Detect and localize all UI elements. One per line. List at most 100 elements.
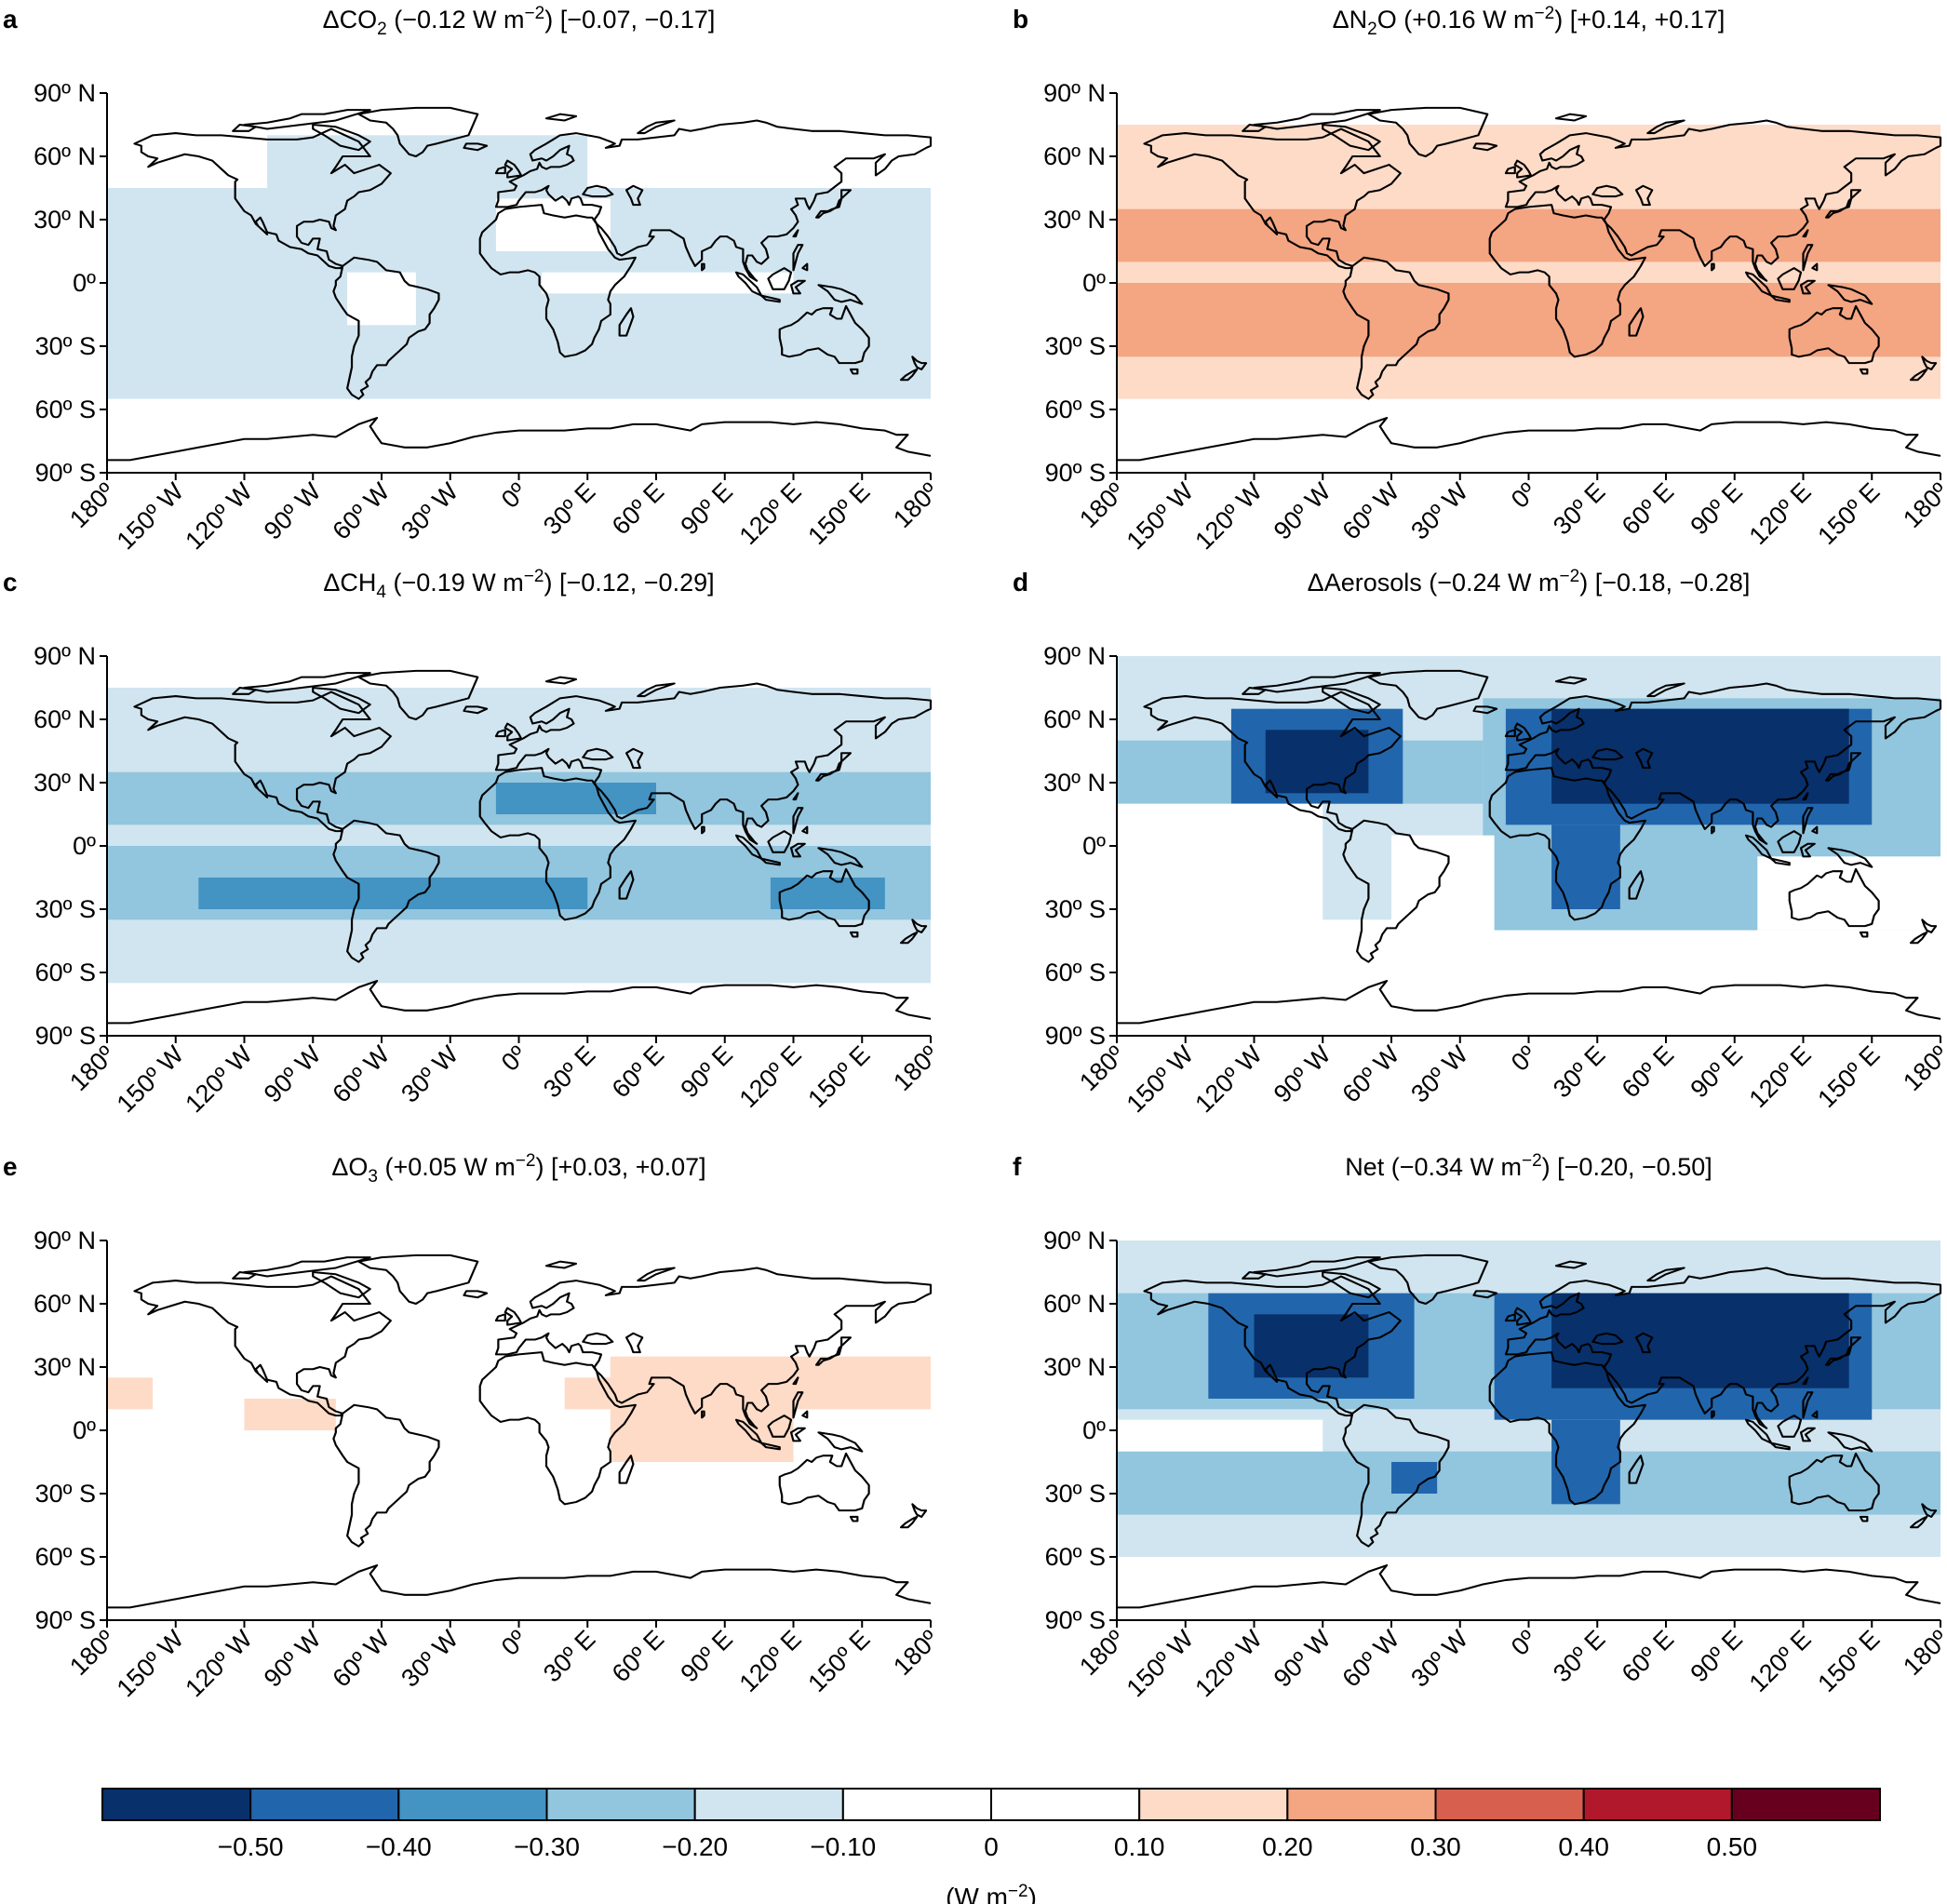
colorbar-tick-label-5: 0 <box>984 1832 999 1861</box>
x-tick-label-d-10: 120º E <box>1744 1040 1817 1113</box>
panel-letter-d: d <box>1013 568 1028 597</box>
x-tick-label-f-12: 180º <box>1898 1625 1947 1681</box>
y-tick-label-b-3: 0º <box>1082 269 1106 297</box>
y-tick-label-a-1: 60º N <box>34 142 96 170</box>
x-tick-label-a-11: 150º E <box>802 477 875 550</box>
colorbar-tick-label-8: 0.30 <box>1410 1832 1461 1861</box>
x-tick-label-f-3: 90º W <box>1269 1625 1336 1693</box>
y-tick-label-f-1: 60º N <box>1043 1290 1106 1318</box>
x-tick-label-a-7: 30º E <box>538 477 600 540</box>
panel-letter-a: a <box>3 5 18 34</box>
colorbar-tick-label-1: −0.40 <box>366 1832 432 1861</box>
y-tick-label-f-3: 0º <box>1082 1416 1106 1444</box>
colorbar-bin-7 <box>1138 1788 1289 1821</box>
x-tick-label-b-4: 60º W <box>1336 477 1404 545</box>
y-tick-label-f-2: 30º N <box>1043 1353 1106 1381</box>
y-tick-label-a-0: 90º N <box>34 79 96 107</box>
x-tick-label-e-3: 90º W <box>259 1625 327 1693</box>
y-tick-label-f-5: 60º S <box>1045 1543 1106 1571</box>
panel-f: 90º N 60º N 30º N 0º 30º S 60º S 90º S 180º 150º… <box>1013 1151 1947 1702</box>
y-tick-label-e-0: 90º N <box>34 1227 96 1254</box>
y-tick-label-a-2: 30º N <box>34 206 96 234</box>
colorbar-tick-label-2: −0.30 <box>514 1832 580 1861</box>
field-d <box>1117 656 1940 984</box>
y-tick-label-c-6: 90º S <box>35 1022 96 1050</box>
colorbar-bin-6 <box>990 1788 1141 1821</box>
x-tick-label-a-4: 60º W <box>327 477 395 545</box>
x-tick-label-f-8: 60º E <box>1617 1625 1679 1687</box>
y-tick-label-d-2: 30º N <box>1043 769 1106 797</box>
y-tick-label-c-3: 0º <box>73 832 96 860</box>
x-tick-label-f-4: 60º W <box>1336 1625 1404 1693</box>
x-tick-label-d-11: 150º E <box>1812 1040 1885 1113</box>
x-tick-label-c-5: 30º W <box>396 1040 463 1108</box>
y-tick-label-d-3: 0º <box>1082 832 1106 860</box>
x-tick-label-f-1: 150º W <box>1121 1625 1200 1703</box>
x-tick-label-c-12: 180º <box>888 1040 944 1096</box>
colorbar-bin-1 <box>249 1788 400 1821</box>
x-tick-label-d-7: 30º E <box>1548 1040 1610 1103</box>
x-tick-label-d-4: 60º W <box>1336 1040 1404 1108</box>
x-tick-label-a-3: 90º W <box>259 477 327 545</box>
x-tick-label-c-6: 0º <box>496 1040 532 1077</box>
panel-d: 90º N 60º N 30º N 0º 30º S 60º S 90º S 180º 150º… <box>1013 567 1947 1118</box>
x-tick-label-e-1: 150º W <box>112 1625 190 1703</box>
y-tick-label-a-5: 60º S <box>35 396 96 423</box>
x-tick-label-b-9: 90º E <box>1685 477 1748 540</box>
x-tick-label-f-9: 90º E <box>1685 1625 1748 1687</box>
colorbar-bin-11 <box>1730 1788 1882 1821</box>
x-tick-label-f-6: 0º <box>1506 1625 1542 1661</box>
colorbar-bin-9 <box>1434 1788 1585 1821</box>
y-tick-label-e-6: 90º S <box>35 1606 96 1634</box>
panel-b: 90º N 60º N 30º N 0º 30º S 60º S 90º S 180º 150º… <box>1013 4 1947 555</box>
colorbar-tick-label-3: −0.20 <box>662 1832 728 1861</box>
colorbar-tick-label-9: 0.40 <box>1558 1832 1609 1861</box>
colorbar-tick-label-0: −0.50 <box>218 1832 284 1861</box>
x-tick-label-c-3: 90º W <box>259 1040 327 1108</box>
field-gap-a-2 <box>542 272 794 294</box>
y-tick-label-e-3: 0º <box>73 1416 96 1444</box>
colorbar: −0.50 −0.40 −0.30 −0.20 −0.10 0 0.10 0.20 0.30 0.… <box>101 1788 1882 1904</box>
x-tick-label-d-2: 120º W <box>1189 1040 1268 1119</box>
y-tick-label-d-4: 30º S <box>1045 895 1106 923</box>
y-tick-label-a-3: 0º <box>73 269 96 297</box>
x-tick-label-b-2: 120º W <box>1189 477 1268 556</box>
panel-letter-e: e <box>3 1152 18 1181</box>
y-tick-label-b-0: 90º N <box>1043 79 1106 107</box>
x-tick-label-d-8: 60º E <box>1617 1040 1679 1103</box>
field-band-b-1 <box>1117 208 1940 262</box>
y-tick-label-b-5: 60º S <box>1045 396 1106 423</box>
x-tick-label-b-6: 0º <box>1506 477 1542 514</box>
x-tick-label-e-10: 120º E <box>734 1625 807 1697</box>
y-tick-label-c-0: 90º N <box>34 642 96 670</box>
colorbar-unit-label: (W m−2) <box>946 1882 1037 1904</box>
panel-title-e: ΔO3 (+0.05 W m−2) [+0.03, +0.07] <box>331 1151 705 1187</box>
x-tick-label-f-2: 120º W <box>1189 1625 1268 1703</box>
y-tick-label-e-2: 30º N <box>34 1353 96 1381</box>
x-tick-label-d-6: 0º <box>1506 1040 1542 1077</box>
x-tick-label-b-1: 150º W <box>1121 477 1200 556</box>
field-f <box>1117 1240 1940 1557</box>
x-tick-label-b-3: 90º W <box>1269 477 1336 545</box>
x-tick-label-f-5: 30º W <box>1405 1625 1473 1693</box>
x-tick-label-c-7: 30º E <box>538 1040 600 1103</box>
y-tick-label-b-2: 30º N <box>1043 206 1106 234</box>
y-tick-label-c-4: 30º S <box>35 895 96 923</box>
field-gap-f-0 <box>1117 1419 1323 1452</box>
y-tick-label-d-5: 60º S <box>1045 959 1106 986</box>
panel-letter-f: f <box>1013 1152 1022 1181</box>
y-tick-label-c-2: 30º N <box>34 769 96 797</box>
x-tick-label-e-8: 60º E <box>607 1625 669 1687</box>
field-gap-d-2 <box>1117 930 1940 984</box>
colorbar-tick-label-7: 0.20 <box>1262 1832 1313 1861</box>
y-tick-label-f-0: 90º N <box>1043 1227 1106 1254</box>
x-tick-label-d-5: 30º W <box>1405 1040 1473 1108</box>
panel-title-d: ΔAerosols (−0.24 W m−2) [−0.18, −0.28] <box>1308 567 1751 597</box>
field-b <box>1117 125 1940 399</box>
panel-title-a: ΔCO2 (−0.12 W m−2) [−0.07, −0.17] <box>323 4 716 39</box>
x-tick-label-c-9: 90º E <box>676 1040 738 1103</box>
field-band-e-1 <box>244 1399 336 1430</box>
x-tick-label-a-12: 180º <box>888 477 944 533</box>
field-e <box>107 1356 931 1462</box>
